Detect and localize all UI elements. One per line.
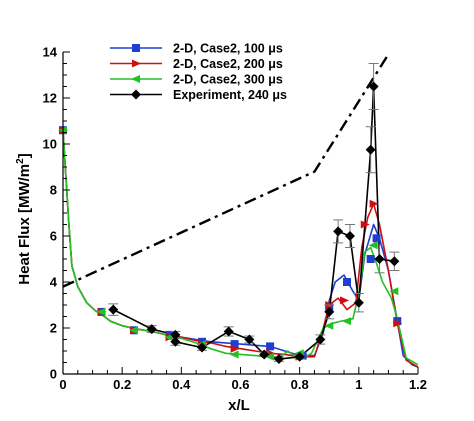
series-2-point-13 [393, 319, 403, 328]
series-4-point-12 [324, 306, 335, 317]
y-tick-label-1: 0 [50, 367, 57, 382]
series-4-point-11 [315, 334, 326, 345]
series-3-point-2 [96, 307, 106, 316]
series-1-point-13 [393, 317, 402, 326]
series-line-1 [62, 130, 419, 368]
legend-marker-4 [131, 89, 141, 100]
series-2-point-6 [230, 344, 240, 353]
series-4-point-18 [374, 254, 385, 264]
series-4-point-14 [344, 231, 355, 241]
series-line-2 [62, 130, 419, 368]
legend-marker-3 [131, 75, 140, 83]
legend-label-4: Experiment, 240 μs [173, 88, 287, 102]
axes: 0 0.2 0.4 0.6 0.8 1 1.2 0 2 4 6 8 10 12 14 [43, 45, 428, 393]
y-axis-title: Heat Flux [MW/m2] [15, 153, 33, 284]
series-1-point-11 [366, 255, 375, 263]
y-axis-title-end: ] [16, 153, 33, 158]
x-tick-label-1: 0 [59, 377, 66, 392]
series-4-point-8 [259, 349, 270, 360]
y-axis-title-sup: 2 [15, 158, 26, 164]
series-4-point-9 [273, 354, 284, 365]
x-tick-label-4: 0.6 [231, 377, 249, 392]
legend-marker-1 [132, 44, 140, 52]
series-1-point-7 [266, 342, 275, 351]
legend-label-3: 2-D, Case2, 300 μs [173, 73, 283, 87]
series-line-3 [62, 130, 419, 366]
series-4-point-1 [108, 304, 119, 315]
series-2-point-10 [340, 296, 350, 305]
x-axis-title: x/L [228, 397, 250, 414]
series-3-point-6 [229, 350, 239, 359]
series-1-point-5 [198, 337, 207, 346]
series-3-point-11 [368, 241, 378, 250]
series-4-point-15 [353, 297, 364, 308]
series-4-point-5 [197, 342, 208, 353]
series-2-point-7 [266, 349, 276, 358]
x-tick-label-5: 0.8 [291, 377, 309, 392]
series-markers [58, 63, 403, 365]
series-3-point-3 [129, 326, 138, 335]
x-tick-label-7: 1.2 [409, 377, 427, 392]
series-3-point-10 [342, 317, 351, 326]
series-4-point-3 [170, 329, 181, 340]
series-4-point-2 [146, 324, 157, 335]
x-tick-label-2: 0.2 [113, 377, 131, 392]
x-tick-label-3: 0.4 [172, 377, 191, 392]
y-tick-label-8: 14 [43, 45, 58, 60]
series-3-point-7 [265, 352, 275, 361]
series-4-point-19 [389, 256, 400, 267]
legend-marker-2 [132, 59, 141, 68]
legend-label-1: 2-D, Case2, 100 μs [173, 42, 283, 56]
series-4-point-13 [333, 226, 344, 237]
x-tick-label-6: 1 [355, 377, 362, 392]
y-tick-label-5: 8 [50, 183, 57, 198]
series-4-point-7 [244, 334, 255, 345]
y-axis-title-main: Heat Flux [MW/m [16, 164, 33, 285]
y-tick-label-2: 2 [50, 321, 57, 336]
series-3-point-12 [389, 287, 399, 296]
series-4-point-6 [223, 326, 234, 337]
series-2-point-12 [369, 199, 379, 208]
series-4-point-4 [170, 336, 181, 347]
series-1-point-4 [165, 330, 174, 339]
legend-label-2: 2-D, Case2, 200 μs [173, 57, 283, 71]
series-1-point-12 [372, 234, 381, 243]
series-1-point-10 [343, 278, 351, 286]
series-3-point-9 [324, 321, 334, 330]
series-4-point-16 [365, 144, 376, 155]
reference-dash-dot-line [62, 53, 390, 288]
series-4-point-10 [294, 351, 305, 362]
legend: 2-D, Case2, 100 μs2-D, Case2, 200 μs 2-D,… [110, 42, 287, 102]
y-tick-label-3: 4 [50, 275, 58, 290]
series-4-point-17 [368, 81, 379, 92]
series-1-point-6 [230, 340, 239, 349]
series-2-point-11 [360, 220, 370, 229]
y-tick-label-4: 6 [50, 229, 57, 244]
y-tick-label-7: 12 [43, 91, 57, 106]
y-tick-label-6: 10 [43, 137, 57, 152]
